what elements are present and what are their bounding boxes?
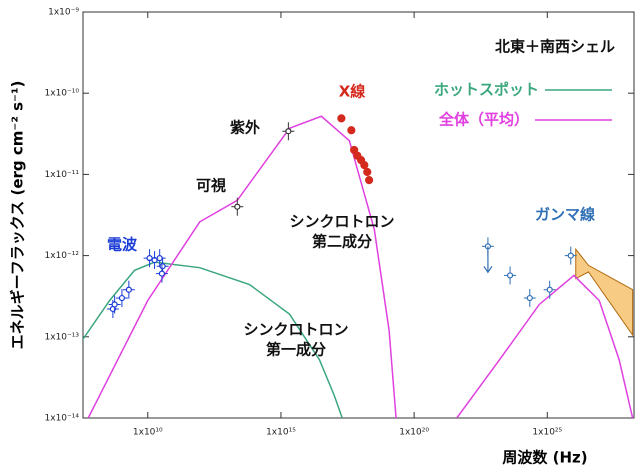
data-point <box>364 176 374 185</box>
data-point <box>363 167 372 177</box>
data-point <box>234 203 241 210</box>
y-tick-label: 1x10⁻¹⁰ <box>45 89 80 99</box>
plot-frame <box>82 11 635 419</box>
data-point <box>146 255 153 262</box>
y-tick-label: 1x10⁻¹¹ <box>45 170 80 180</box>
x-tick-label: 1x10²⁰ <box>399 428 429 438</box>
data-point <box>156 255 163 262</box>
x-axis-title: 周波数 (Hz) <box>502 449 587 467</box>
data-point <box>337 114 346 123</box>
y-tick-label: 1x10⁻¹³ <box>45 332 80 342</box>
annotation: 電波 <box>107 236 138 254</box>
legend-title: 北東＋南西シェル <box>495 38 615 56</box>
data-point <box>151 257 158 264</box>
y-tick-label: 1x10⁻¹⁴ <box>45 414 80 424</box>
data-point <box>125 286 132 293</box>
data-point <box>158 270 166 277</box>
annotation: シンクロトロン <box>289 213 394 231</box>
data-point <box>506 272 514 279</box>
data-point <box>360 161 369 170</box>
data-point <box>111 301 118 308</box>
upper-limit-arrow <box>483 246 493 274</box>
annotation: 第一成分 <box>266 341 326 359</box>
annotation: 可視 <box>196 177 226 195</box>
x-tick-label: 1x10¹⁰ <box>133 428 163 438</box>
x-tick-label: 1x10²⁵ <box>532 428 562 438</box>
series-line <box>87 115 634 418</box>
x-tick-label: 1x10¹⁵ <box>266 428 296 438</box>
annotation: シンクロトロン <box>243 321 348 339</box>
series-line <box>83 261 343 418</box>
legend-label: ホットスポット <box>434 81 539 99</box>
data-point <box>567 252 574 259</box>
error-band <box>575 247 634 337</box>
data-point <box>546 286 553 293</box>
data-point <box>285 128 292 135</box>
data-point <box>159 263 166 270</box>
data-point <box>118 294 126 302</box>
y-tick-label: 1x10⁻⁹ <box>48 8 79 18</box>
legend-label: 全体（平均） <box>438 111 529 129</box>
annotation: 第二成分 <box>312 233 372 251</box>
y-tick-label: 1x10⁻¹² <box>45 251 80 261</box>
y-axis-title: エネルギーフラックス (erg cm⁻² s⁻¹) <box>9 81 27 350</box>
annotation: X線 <box>339 83 366 101</box>
annotation: ガンマ線 <box>535 206 595 224</box>
annotation: 紫外 <box>230 119 260 137</box>
data-point <box>526 294 533 302</box>
data-point <box>347 126 356 135</box>
